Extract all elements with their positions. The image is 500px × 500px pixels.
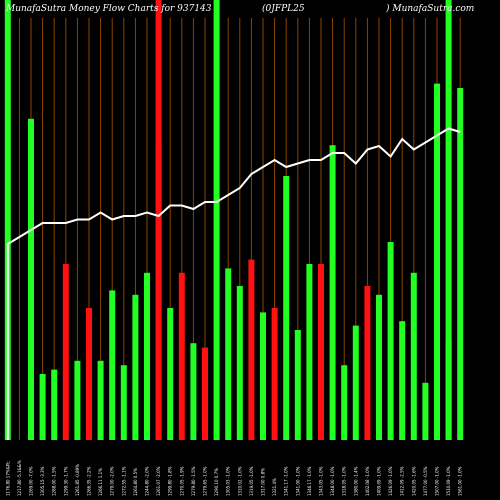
money-flow-bar [167,308,174,440]
money-flow-bar [132,294,139,440]
money-flow-bar [294,330,301,440]
money-flow-bar [62,264,69,440]
x-tick-label: 1409.09 -1.0% [377,466,382,496]
x-tick-label: 1279.80 -1.5% [191,466,196,496]
x-tick-label: 1244.80 -2.0% [145,466,150,496]
x-tick-label: 1290.10 0.7% [214,468,219,496]
x-tick-label: 1299.80 -1.8% [168,466,173,496]
x-tick-label: 1264.80 0.5% [133,468,138,496]
money-flow-bar [434,83,440,440]
money-flow-bar [283,176,290,440]
x-tick-label: 1266.11 1.1% [98,468,103,496]
money-flow-bar [364,286,371,440]
x-tick-label: 1269.00 -7.0% [29,466,34,496]
money-flow-bar [86,308,92,440]
money-flow-bar [399,321,406,440]
x-tick-label: 1319.05 -1.0% [249,466,254,496]
money-flow-bar [341,365,348,440]
money-flow-bar [410,272,417,440]
money-flow-bar [318,264,324,440]
money-flow-bar [120,365,127,440]
money-flow-bar [225,268,232,440]
money-flow-bar [202,347,208,440]
money-flow-bar [248,259,255,440]
money-flow-bar [271,308,278,440]
x-tick-label: 1288.00 -1.5% [52,466,57,496]
x-tick-label: 1341.17 -1.0% [284,466,289,496]
header-right: ) MunafaSutra.com [385,3,474,14]
money-flow-bar [387,242,394,440]
x-tick-label: 1380.00 -1.4% [353,466,358,496]
header-left: MunafaSutra Money Flow Charts for 937143 [5,4,212,14]
x-tick-label: 1279.65 -1.0% [203,466,208,496]
x-tick-label: 1412.09 -2.5% [400,466,405,496]
money-flow-bar [74,360,81,440]
price-line-path [6,127,461,440]
x-tick-label: 1426.09 -1.0% [388,466,393,496]
money-flow-bar [306,264,313,440]
full-height-bar [4,0,11,440]
x-tick-label: 1346.17 -1.0% [307,466,312,496]
money-flow-bar [352,325,359,440]
money-flow-bar [109,290,116,440]
money-flow-bar [144,272,150,440]
money-flow-bars [28,83,464,441]
money-flow-bar [376,294,382,440]
x-tick-label: 1217.80 -5.1&&% [17,460,22,496]
x-tick-label: 1343.05 -1.0% [319,466,324,496]
x-tick-label: 1270.05 -1.9% [179,466,184,496]
x-tick-label: 1420.05 -1.6% [411,466,416,496]
x-tick-label: 1348.00 -1.0% [330,466,335,496]
x-tick-label: 1561.00 -1.0% [458,466,463,496]
money-flow-bar [422,382,429,440]
x-tick-labels: 1176.80 17%&Pt; 1217.80 -5.1&&% 1269.00 -7… [5,460,462,496]
full-height-bar [445,0,452,440]
full-height-bar [213,0,220,440]
x-tick-label: 1305.03 -1.0% [226,466,231,496]
x-tick-label: 1321.4% [272,478,277,496]
x-tick-label: 1402.08 -1.0% [365,466,370,496]
x-tick-label: 1261.07 -2.0% [156,466,161,496]
price-line [6,127,461,440]
header-center: (0JFPL25 [262,3,305,14]
x-tick-label: 1341.00 -1.0% [295,466,300,496]
money-flow-bar [178,272,185,440]
x-tick-label: 1279.00 -2.0% [110,466,115,496]
x-tick-label: 1318.05 -1.0% [342,466,347,496]
money-flow-bar [28,118,34,441]
x-tick-label: 1266.35 -2.2% [87,466,92,496]
money-flow-bar [236,286,243,440]
x-tick-label: 1299.30 -1.7% [63,466,68,496]
money-flow-bar [51,369,58,440]
x-tick-label: 1507.00 -1.0% [435,466,440,496]
money-flow-bar [190,343,197,440]
x-tick-label: 1176.80 17%&Pt; [5,461,10,496]
x-tick-label: 1510.09 -1.0% [446,466,451,496]
money-flow-bar [39,374,46,440]
money-flow-bar [97,360,104,440]
money-flow-bar [155,140,162,441]
x-tick-label: 1305.15 -3.3% [40,466,45,496]
x-tick-label: 1477.00 -0.5% [423,466,428,496]
x-tick-label: 1317.00 0.8% [261,468,266,496]
money-flow-bar [457,88,464,440]
x-tick-label: 1310.02 -1.0% [237,466,242,496]
money-flow-bar [260,312,266,440]
money-flow-bar [329,145,336,440]
x-tick-label: 1261.85 -0.89% [75,464,80,496]
x-tick-label: 1272.55 -1.1% [121,466,126,496]
money-flow-bar [445,338,452,440]
